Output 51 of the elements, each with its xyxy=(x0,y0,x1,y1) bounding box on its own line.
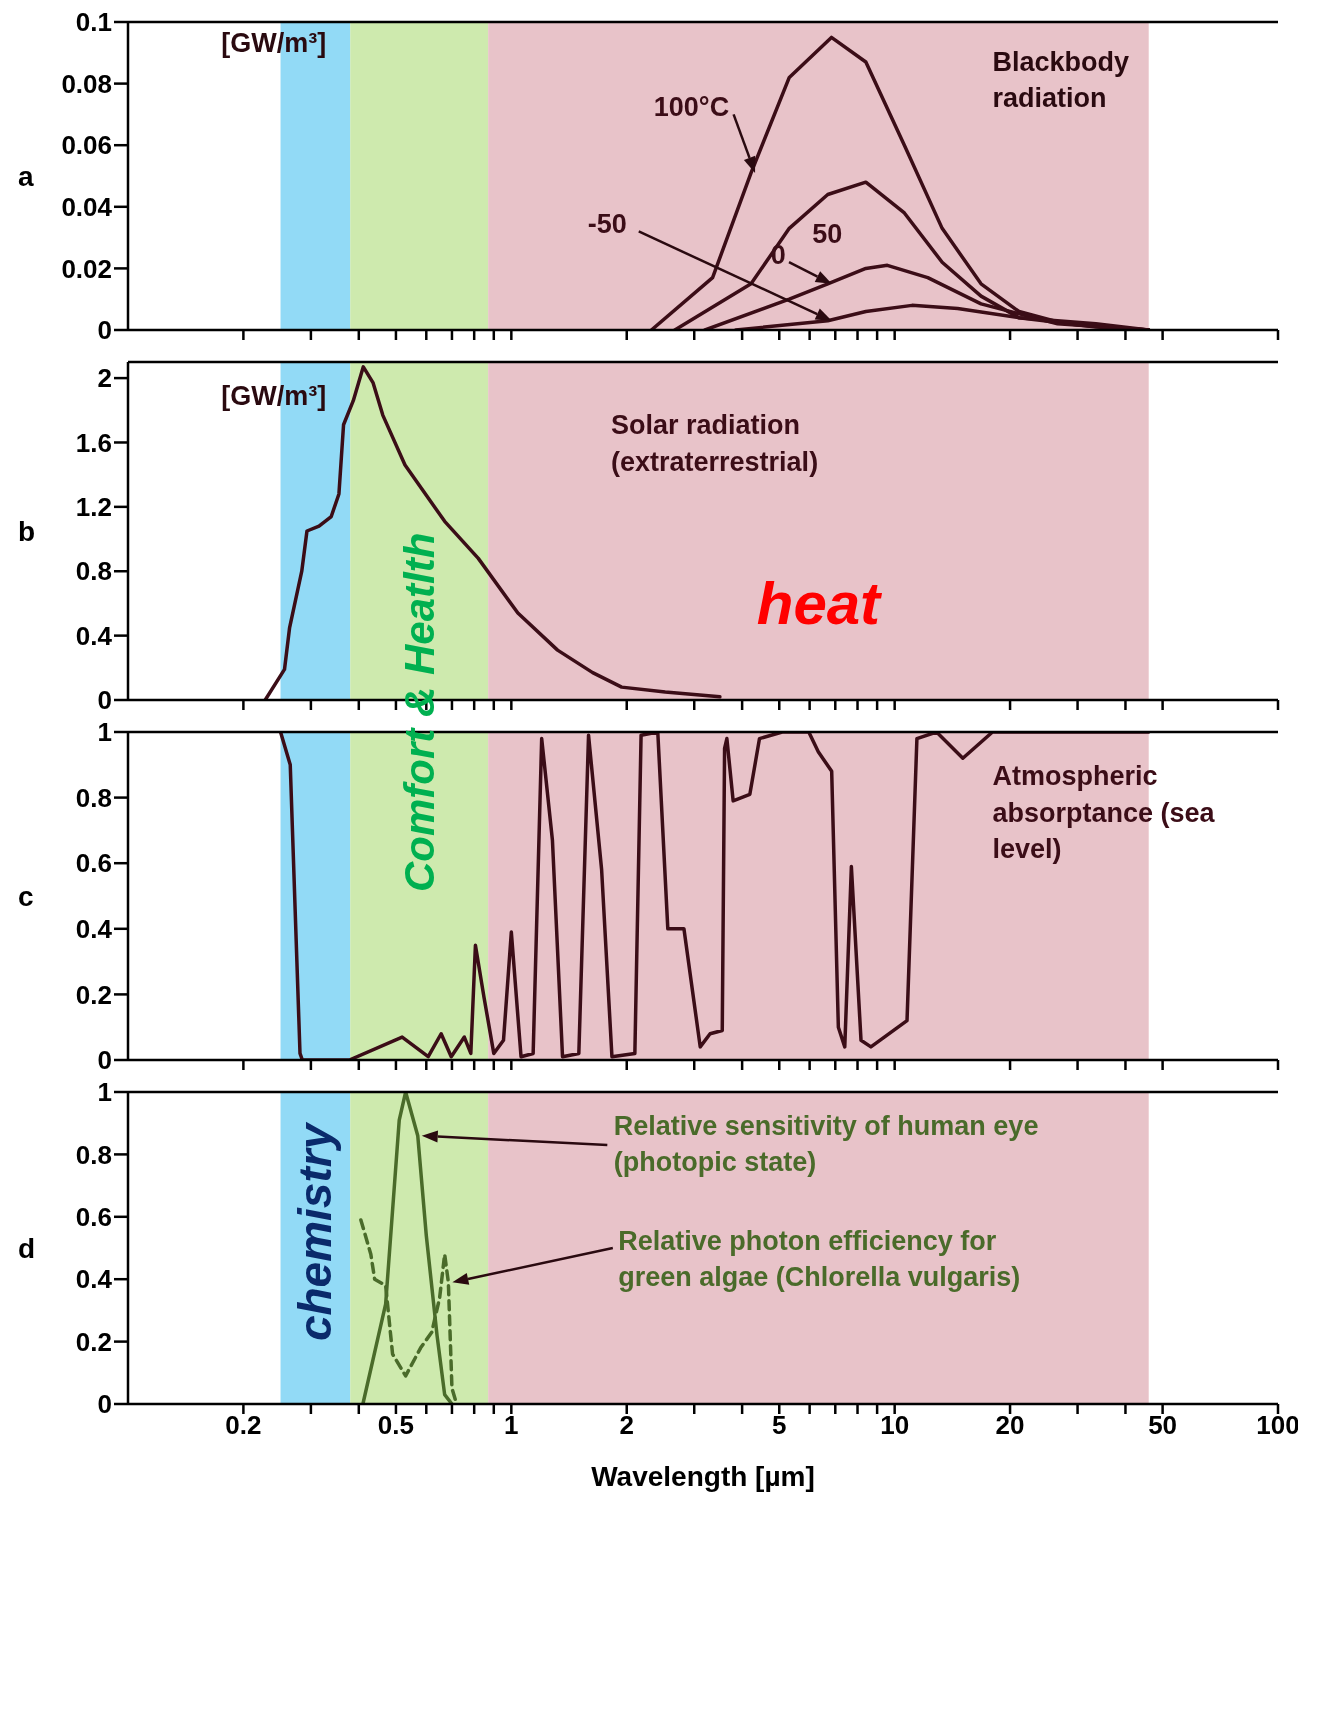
x-tick-label: 100 xyxy=(1256,1410,1300,1441)
text: Relative sensitivity of human eye (photopic state) xyxy=(613,1109,1040,1180)
x-tick-label: 20 xyxy=(995,1410,1025,1441)
x-tick-label: 2 xyxy=(619,1410,634,1441)
text: Relative photon efficiency for green algae (Chlorella vulgaris) xyxy=(618,1225,1022,1295)
y-tick-label: 1.2 xyxy=(75,492,112,523)
text: -50 xyxy=(587,208,627,242)
y-tick-label: 2 xyxy=(97,363,112,394)
y-tick-label: 0.06 xyxy=(61,130,112,161)
y-tick-label: 0 xyxy=(97,685,112,716)
y-tick-label: 0.2 xyxy=(75,1326,112,1357)
x-tick-label: 50 xyxy=(1148,1410,1178,1441)
series-label: 50 xyxy=(812,217,843,251)
y-tick-label: 1 xyxy=(97,1077,112,1108)
y-tick-label: 0.02 xyxy=(61,253,112,284)
x-tick-label: 1 xyxy=(504,1410,519,1441)
y-tick-label: 0.04 xyxy=(61,192,113,223)
y-tick-label: 0.8 xyxy=(75,1139,112,1170)
annotation: [GW/m³] xyxy=(221,380,327,414)
y-tick-label: 0.4 xyxy=(75,620,113,651)
annotation: [GW/m³] xyxy=(221,27,327,61)
y-tick-label: 1 xyxy=(97,717,112,748)
y-axis-title: c xyxy=(18,880,34,912)
band-label: chemistry xyxy=(289,1121,342,1342)
band-label: Comfort & Heatlth xyxy=(395,532,443,892)
y-tick-label: 1.6 xyxy=(75,427,112,458)
y-axis-title: d xyxy=(18,1232,36,1264)
annotation: Blackbody radiation xyxy=(992,45,1131,115)
y-tick-label: 0.4 xyxy=(75,1264,113,1295)
band-label: heat xyxy=(756,569,884,637)
x-tick-label: 10 xyxy=(880,1410,910,1441)
y-tick-label: 0 xyxy=(97,315,112,346)
y-axis-title: b xyxy=(18,515,36,547)
y-tick-label: 0.08 xyxy=(61,68,112,99)
x-tick-label: 0.2 xyxy=(225,1410,262,1441)
y-tick-label: 0.8 xyxy=(75,556,112,587)
y-tick-label: 0.4 xyxy=(75,914,113,945)
y-tick-label: 0 xyxy=(97,1389,112,1420)
y-tick-label: 0.6 xyxy=(75,1202,112,1233)
y-tick-label: 0 xyxy=(97,1045,112,1076)
y-tick-label: 0.2 xyxy=(75,979,112,1010)
y-axis-title: a xyxy=(18,160,34,192)
series-label: Atmospheric absorptance (sea level) xyxy=(992,760,1216,867)
x-tick-label: 5 xyxy=(772,1410,787,1441)
x-tick-label: 0.5 xyxy=(377,1410,415,1441)
text: Solar radiation (extraterrestrial) xyxy=(611,409,820,479)
y-tick-label: 0.1 xyxy=(75,7,112,38)
series-label: 100°C xyxy=(653,91,730,125)
y-tick-label: 0.8 xyxy=(75,782,112,813)
x-axis-title: Wavelength [µm] xyxy=(591,1461,815,1492)
y-tick-label: 0.6 xyxy=(75,848,112,879)
